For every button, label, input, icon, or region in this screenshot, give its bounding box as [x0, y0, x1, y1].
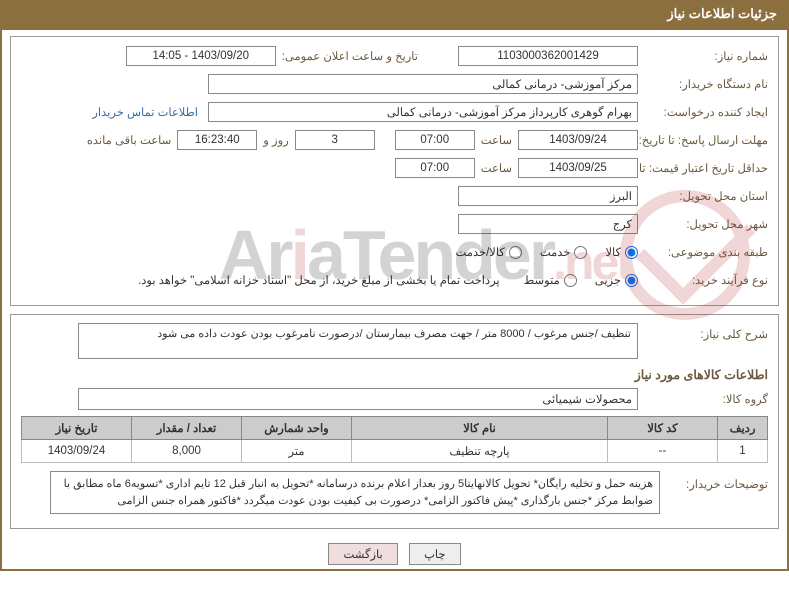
page-header: جزئیات اطلاعات نیاز: [0, 0, 789, 28]
th-row: ردیف: [718, 417, 768, 440]
category-label: طبقه بندی موضوعی:: [638, 245, 768, 259]
deadline-hour-field[interactable]: [395, 130, 475, 150]
buyer-contact-link[interactable]: اطلاعات تماس خریدار: [92, 105, 198, 119]
time-remaining-label: ساعت باقی مانده: [87, 133, 171, 147]
goods-section-title: اطلاعات کالاهای مورد نیاز: [21, 367, 768, 382]
button-row: چاپ بازگشت: [10, 537, 779, 565]
requester-field[interactable]: [208, 102, 638, 122]
need-no-label: شماره نیاز:: [638, 49, 768, 63]
deadline-label: مهلت ارسال پاسخ: تا تاریخ:: [638, 133, 768, 147]
details-panel: شماره نیاز: تاریخ و ساعت اعلان عمومی: نا…: [10, 36, 779, 306]
need-no-field[interactable]: [458, 46, 638, 66]
buyer-org-field[interactable]: [208, 74, 638, 94]
goods-panel: شرح کلی نیاز: اطلاعات کالاهای مورد نیاز …: [10, 314, 779, 529]
table-cell-unit: متر: [242, 440, 352, 463]
proc-part-radio[interactable]: جزیی: [595, 273, 638, 287]
th-code: کد کالا: [608, 417, 718, 440]
province-label: استان محل تحویل:: [638, 189, 768, 203]
general-desc-text[interactable]: [78, 323, 638, 359]
group-label: گروه کالا:: [638, 392, 768, 406]
cat-goods-text: کالا: [605, 245, 621, 259]
cat-goods-input[interactable]: [625, 246, 638, 259]
proc-part-text: جزیی: [595, 273, 621, 287]
cat-both-text: کالا/خدمت: [456, 245, 505, 259]
days-remaining-field[interactable]: [295, 130, 375, 150]
cat-service-input[interactable]: [574, 246, 587, 259]
proc-note: پرداخت تمام یا بخشی از مبلغ خرید، از محل…: [138, 273, 500, 287]
table-cell-name: پارچه تنظیف: [352, 440, 608, 463]
deadline-date-field[interactable]: [518, 130, 638, 150]
main-frame: شماره نیاز: تاریخ و ساعت اعلان عمومی: نا…: [0, 28, 789, 571]
header-title: جزئیات اطلاعات نیاز: [667, 6, 777, 21]
announce-label: تاریخ و ساعت اعلان عمومی:: [282, 49, 418, 63]
hour-label-1: ساعت: [481, 133, 512, 147]
cat-service-text: خدمت: [540, 245, 571, 259]
table-cell-code: --: [608, 440, 718, 463]
city-label: شهر محل تحویل:: [638, 217, 768, 231]
days-remaining-label: روز و: [263, 133, 288, 147]
th-name: نام کالا: [352, 417, 608, 440]
buyer-notes-text: هزینه حمل و تخلیه رایگان* تحویل کالانهای…: [50, 471, 660, 514]
table-cell-need_date: 1403/09/24: [22, 440, 132, 463]
table-row: 1--پارچه تنظیفمتر8,0001403/09/24: [22, 440, 768, 463]
th-unit: واحد شمارش: [242, 417, 352, 440]
min-valid-date-field[interactable]: [518, 158, 638, 178]
cat-service-radio[interactable]: خدمت: [540, 245, 588, 259]
min-valid-label: حداقل تاریخ اعتبار قیمت: تا تاریخ:: [638, 161, 768, 175]
print-button[interactable]: چاپ: [409, 543, 460, 565]
hour-label-2: ساعت: [481, 161, 512, 175]
proc-mid-text: متوسط: [524, 273, 560, 287]
table-cell-row: 1: [718, 440, 768, 463]
city-field[interactable]: [458, 214, 638, 234]
purchase-proc-label: نوع فرآیند خرید:: [638, 273, 768, 287]
cat-goods-radio[interactable]: کالا: [605, 245, 638, 259]
cat-both-input[interactable]: [509, 246, 522, 259]
th-need-date: تاریخ نیاز: [22, 417, 132, 440]
province-field[interactable]: [458, 186, 638, 206]
proc-part-input[interactable]: [625, 274, 638, 287]
table-header-row: ردیف کد کالا نام کالا واحد شمارش تعداد /…: [22, 417, 768, 440]
back-button[interactable]: بازگشت: [328, 543, 397, 565]
buyer-org-label: نام دستگاه خریدار:: [638, 77, 768, 91]
proc-mid-input[interactable]: [564, 274, 577, 287]
buyer-notes-label: توضیحات خریدار:: [668, 471, 768, 491]
proc-mid-radio[interactable]: متوسط: [524, 273, 577, 287]
group-select[interactable]: [78, 388, 638, 410]
goods-table: ردیف کد کالا نام کالا واحد شمارش تعداد /…: [21, 416, 768, 463]
cat-both-radio[interactable]: کالا/خدمت: [456, 245, 522, 259]
general-desc-label: شرح کلی نیاز:: [638, 323, 768, 341]
announce-field[interactable]: [126, 46, 276, 66]
requester-label: ایجاد کننده درخواست:: [638, 105, 768, 119]
th-qty: تعداد / مقدار: [132, 417, 242, 440]
table-cell-qty: 8,000: [132, 440, 242, 463]
time-remaining-field[interactable]: [177, 130, 257, 150]
min-valid-hour-field[interactable]: [395, 158, 475, 178]
